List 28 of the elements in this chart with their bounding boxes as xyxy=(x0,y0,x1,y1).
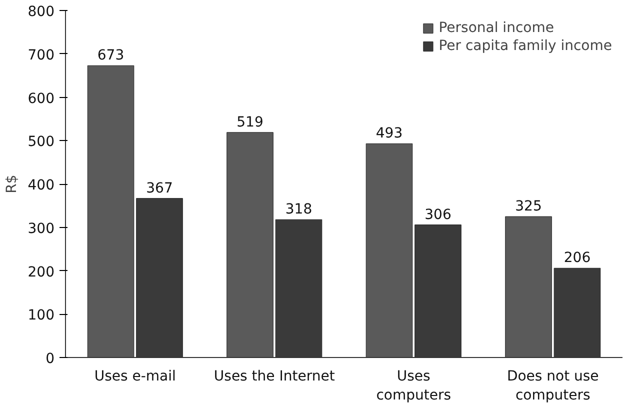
data-label: 306 xyxy=(424,206,452,223)
data-label: 206 xyxy=(564,250,591,266)
x-tick-label: Does not use computers xyxy=(506,368,599,404)
y-axis-title: R$ xyxy=(4,174,20,194)
x-tick-label: Uses the Internet xyxy=(214,368,336,384)
data-label: 519 xyxy=(236,114,264,130)
x-tick-label: Uses computers xyxy=(376,368,452,404)
data-label: 673 xyxy=(97,48,124,64)
y-tick-label: 400 xyxy=(28,178,55,194)
x-tick-label: Uses e-mail xyxy=(94,368,176,384)
y-tick-label: 800 xyxy=(28,4,55,20)
data-label: 318 xyxy=(285,202,312,218)
y-tick-label: 600 xyxy=(28,90,55,107)
y-tick-label: 200 xyxy=(28,264,55,280)
data-label: 325 xyxy=(515,198,542,215)
data-label: 493 xyxy=(376,126,403,142)
legend-label: Personal income xyxy=(438,20,554,36)
bar xyxy=(505,216,552,358)
y-tick-label: 700 xyxy=(28,47,55,64)
y-tick-label: 500 xyxy=(28,134,55,150)
bar xyxy=(226,132,274,358)
y-tick-label: 100 xyxy=(28,308,55,324)
y-tick-label: 300 xyxy=(28,220,55,237)
data-label: 367 xyxy=(146,180,173,196)
bar xyxy=(87,65,134,358)
bar xyxy=(366,143,413,358)
y-tick-label: 0 xyxy=(46,351,55,367)
legend-label: Per capita family income xyxy=(438,38,612,54)
